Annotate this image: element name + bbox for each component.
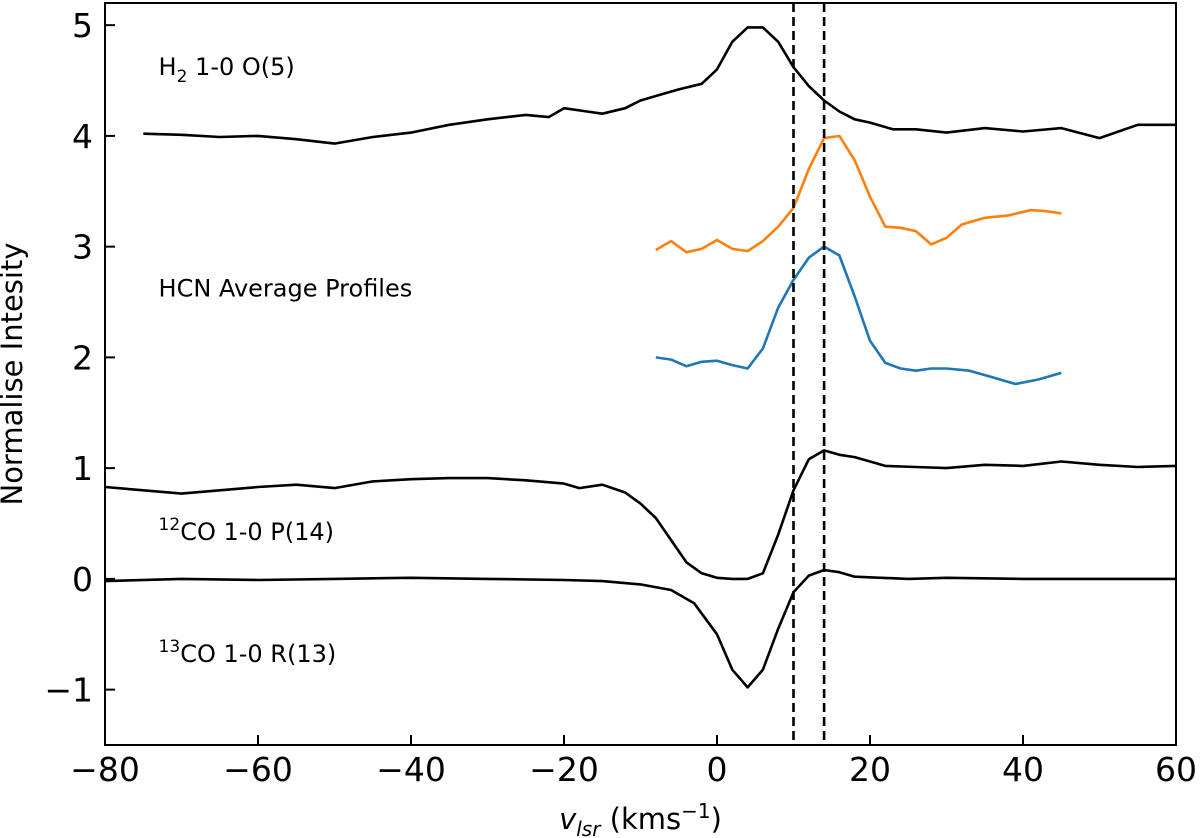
series-line-2	[655, 245, 1062, 386]
x-tick-label: 0	[707, 750, 728, 789]
y-tick-label: 2	[72, 338, 93, 377]
annotation-hcn: HCN Average Profiles	[159, 274, 413, 302]
annotation-h2: H2 1-0 O(5)	[159, 53, 295, 87]
x-tick-label: 60	[1155, 750, 1197, 789]
x-tick-label: −40	[376, 750, 446, 789]
x-tick-label: 40	[1002, 750, 1044, 789]
series-line-3	[104, 449, 1177, 581]
y-tick-label: −1	[44, 671, 93, 710]
x-tick-label: 20	[849, 750, 891, 789]
series-line-4	[104, 568, 1176, 689]
x-tick-label: −80	[70, 750, 140, 789]
y-tick-label: 1	[72, 449, 93, 488]
y-tick-label: 4	[72, 117, 93, 156]
annotation-13co: 13CO 1-0 R(13)	[159, 637, 337, 668]
y-axis-label: Normalise Intesity	[0, 243, 29, 506]
y-tick-label: 0	[72, 560, 93, 599]
x-tick-label: −20	[529, 750, 599, 789]
y-tick-label: 3	[72, 228, 93, 267]
series-line-0	[143, 26, 1176, 145]
series-line-1	[655, 134, 1062, 254]
plot-frame	[104, 2, 1177, 746]
annotation-12co: 12CO 1-0 P(14)	[159, 515, 334, 546]
x-axis-label: vlsr (kms−1)	[559, 799, 722, 838]
x-tick-label: −60	[223, 750, 293, 789]
y-tick-label: 5	[72, 6, 93, 45]
